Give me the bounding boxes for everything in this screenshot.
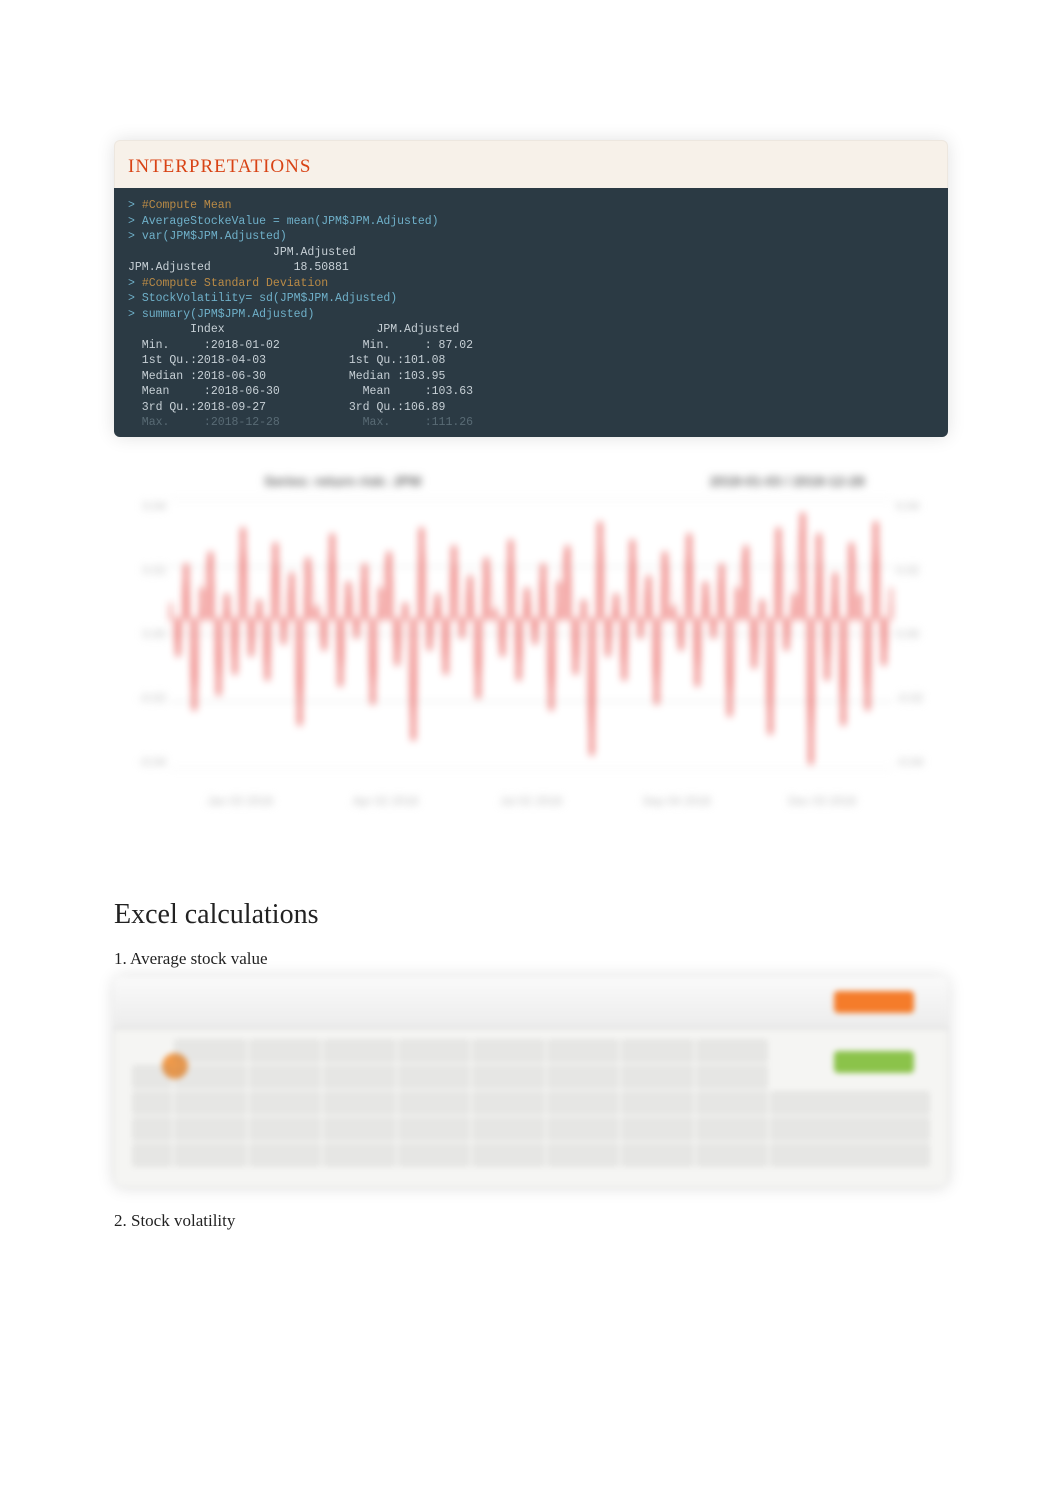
excel-ribbon [114, 977, 948, 1029]
chart-title-right: 2018-01-03 / 2018-12-28 [710, 473, 865, 489]
interpretations-card: INTERPRETATIONS > #Compute Mean> Average… [114, 140, 948, 437]
excel-section-title: Excel calculations [114, 899, 948, 931]
card-title: INTERPRETATIONS [114, 156, 948, 188]
excel-screenshot-1 [114, 977, 948, 1187]
chart-x-axis: Jan 03 2018Apr 02 2018Jul 02 2018Sep 04 … [170, 773, 892, 829]
excel-item-1: 1. Average stock value [114, 949, 948, 969]
chart-title-left: Series: return risk: JPM [264, 473, 421, 489]
chart-y-axis-right: 0.040.020.00-0.02-0.04 [896, 499, 944, 769]
excel-grid [132, 1039, 930, 1173]
r-terminal-output: > #Compute Mean> AverageStockeValue = me… [114, 188, 948, 437]
chart-plot-area [170, 499, 892, 769]
excel-item-2: 2. Stock volatility [114, 1211, 948, 1231]
chart-y-axis-left: 0.040.020.00-0.02-0.04 [118, 499, 166, 769]
excel-orange-button [834, 991, 914, 1013]
volatility-chart: Series: return risk: JPM 2018-01-03 / 20… [114, 469, 948, 829]
